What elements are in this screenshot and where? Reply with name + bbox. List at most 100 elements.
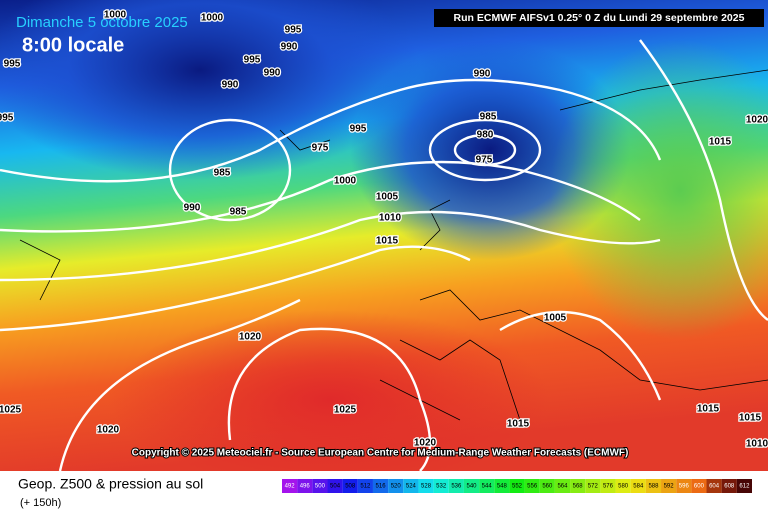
copyright: Copyright © 2025 Meteociel.fr - Source E… [132, 448, 629, 459]
run-box [434, 9, 764, 27]
isobar-label: 995 [4, 59, 21, 70]
high-pressure-area [110, 310, 550, 490]
color-scale: 492 496 500 504 508 512 516 520 524 528 532 536 540 5… [282, 479, 752, 493]
scale-label: 524 [406, 484, 417, 490]
isobar [168, 118, 292, 222]
scale-label: 512 [360, 484, 371, 490]
footer-subtitle: (+ 150h) [20, 497, 61, 509]
isobar-label: 990 [281, 42, 298, 53]
isobar [0, 245, 471, 332]
isobar-label: 990 [264, 68, 281, 79]
scale-label: 568 [573, 484, 584, 490]
isobar-label: 1005 [376, 192, 399, 203]
run-info: Run ECMWF AIFSv1 0.25° 0 Z du Lundi 29 s… [454, 12, 745, 24]
isobar [428, 118, 542, 182]
scale-label: 552 [512, 484, 523, 490]
isobar-label: 1020 [746, 115, 768, 126]
isobar-label: 1015 [507, 419, 530, 430]
scale-label: 516 [376, 484, 387, 490]
isobar-label: 985 [230, 207, 247, 218]
isobar-label: 1015 [697, 404, 720, 415]
isobar-label: 1015 [376, 236, 399, 247]
scale-swatch [282, 479, 298, 493]
scale-label: 596 [679, 484, 690, 490]
isobar [0, 210, 661, 282]
scale-swatch [297, 479, 313, 493]
scale-swatch [615, 479, 631, 493]
forecast-time: 8:00 locale [22, 34, 124, 56]
isobar [227, 327, 432, 472]
isobar [0, 160, 641, 233]
scale-label: 588 [648, 484, 659, 490]
scale-label: 504 [330, 484, 341, 490]
scale-swatch [661, 479, 677, 493]
scale-label: 612 [739, 484, 750, 490]
scale-swatch [342, 479, 358, 493]
scale-label: 508 [345, 484, 356, 490]
isobar-label: 990 [474, 69, 491, 80]
scale-swatch [357, 479, 373, 493]
scale-swatch [509, 479, 525, 493]
isobar-label: 990 [184, 203, 201, 214]
isobar-label: 1015 [739, 413, 762, 424]
isobar-labels: 1000100099599599099599099099598599098599… [0, 8, 768, 451]
scale-swatch [736, 479, 752, 493]
scale-swatch [570, 479, 586, 493]
scale-label: 556 [527, 484, 538, 490]
scale-swatch [585, 479, 601, 493]
isobar [639, 39, 768, 321]
scale-label: 584 [633, 484, 644, 490]
scale-swatch [463, 479, 480, 493]
isobar-label: 1005 [544, 313, 567, 324]
scale-label: 572 [588, 484, 599, 490]
scale-swatch [524, 479, 540, 493]
scale-swatch [433, 479, 449, 493]
isobar-label: 1000 [201, 13, 224, 24]
scale-swatch [327, 479, 343, 493]
scale-swatch [645, 479, 662, 493]
isobar-label: 1025 [334, 405, 357, 416]
scale-label: 528 [421, 484, 432, 490]
isobar-label: 1010 [379, 213, 402, 224]
scale-label: 500 [315, 484, 326, 490]
isobar [58, 298, 301, 472]
scale-label: 576 [603, 484, 614, 490]
isobar-label: 975 [476, 155, 493, 166]
scale-swatch [388, 479, 404, 493]
scale-label: 600 [694, 484, 705, 490]
isobar-label: 995 [285, 25, 302, 36]
scale-swatch [721, 479, 737, 493]
isobar-label: 1020 [414, 438, 437, 449]
isobar-label: 995 [0, 113, 14, 124]
isobar-label: 975 [312, 143, 329, 154]
scale-swatch [372, 479, 389, 493]
scale-swatch [554, 479, 571, 493]
isobar-label: 1010 [746, 439, 768, 450]
isobar-label: 995 [244, 55, 261, 66]
scale-swatch [479, 479, 495, 493]
isobar-label: 1020 [239, 332, 262, 343]
isobar-label: 985 [480, 112, 497, 123]
scale-label: 544 [482, 484, 493, 490]
scale-label: 496 [300, 484, 311, 490]
scale-swatch [403, 479, 419, 493]
isobar-label: 1025 [0, 405, 22, 416]
isobar-label: 1000 [334, 176, 357, 187]
forecast-date: Dimanche 5 octobre 2025 [16, 14, 188, 31]
scale-swatch [312, 479, 328, 493]
footer-title: Geop. Z500 & pression au sol [18, 476, 203, 492]
isobars [0, 39, 768, 472]
scale-label: 604 [709, 484, 720, 490]
scale-label: 520 [391, 484, 402, 490]
isobar-label: 985 [214, 168, 231, 179]
scale-label: 560 [542, 484, 553, 490]
scale-swatch [539, 479, 555, 493]
scale-label: 608 [724, 484, 735, 490]
low-pressure-area [0, 0, 420, 180]
isobar-label: 1020 [97, 425, 120, 436]
isobar-label: 980 [477, 130, 494, 141]
isobar [453, 133, 517, 167]
isobar-label: 990 [222, 80, 239, 91]
scale-label: 564 [557, 484, 568, 490]
